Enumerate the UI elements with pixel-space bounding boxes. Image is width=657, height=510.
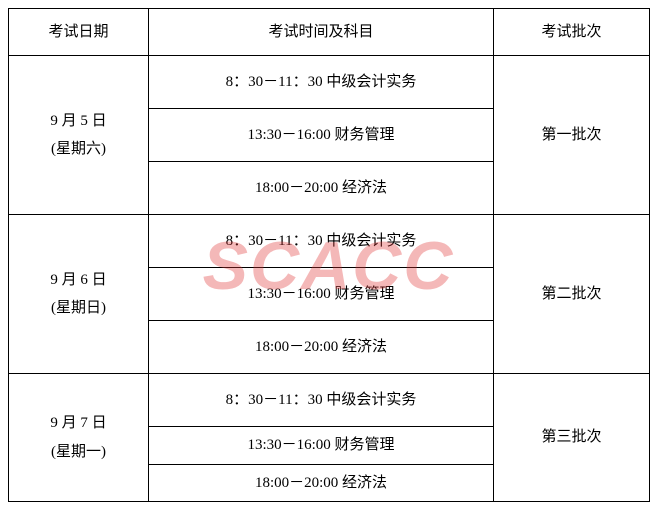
table-container: SCACC 考试日期 考试时间及科目 考试批次 9 月 5 日 (星期六) 8：…: [8, 8, 649, 502]
date-line1: 9 月 5 日: [50, 113, 106, 129]
date-line1: 9 月 7 日: [50, 415, 106, 431]
table-row: 9 月 7 日 (星期一) 8：30－11：30 中级会计实务 第三批次: [9, 374, 650, 427]
batch-cell: 第二批次: [494, 215, 650, 374]
table-row: 9 月 5 日 (星期六) 8：30－11：30 中级会计实务 第一批次: [9, 56, 650, 109]
slot-cell: 13:30－16:00 财务管理: [149, 427, 494, 465]
date-cell: 9 月 7 日 (星期一): [9, 374, 149, 502]
exam-schedule-table: 考试日期 考试时间及科目 考试批次 9 月 5 日 (星期六) 8：30－11：…: [8, 8, 650, 502]
batch-cell: 第三批次: [494, 374, 650, 502]
slot-cell: 8：30－11：30 中级会计实务: [149, 374, 494, 427]
header-time-subject: 考试时间及科目: [149, 9, 494, 56]
slot-cell: 18:00－20:00 经济法: [149, 464, 494, 502]
slot-cell: 13:30－16:00 财务管理: [149, 109, 494, 162]
table-header-row: 考试日期 考试时间及科目 考试批次: [9, 9, 650, 56]
header-batch: 考试批次: [494, 9, 650, 56]
date-line1: 9 月 6 日: [50, 272, 106, 288]
batch-cell: 第一批次: [494, 56, 650, 215]
date-cell: 9 月 5 日 (星期六): [9, 56, 149, 215]
date-line2: (星期一): [51, 444, 106, 460]
slot-cell: 8：30－11：30 中级会计实务: [149, 56, 494, 109]
header-date: 考试日期: [9, 9, 149, 56]
table-row: 9 月 6 日 (星期日) 8：30－11：30 中级会计实务 第二批次: [9, 215, 650, 268]
slot-cell: 13:30－16:00 财务管理: [149, 268, 494, 321]
date-line2: (星期日): [51, 300, 106, 316]
slot-cell: 18:00－20:00 经济法: [149, 321, 494, 374]
slot-cell: 8：30－11：30 中级会计实务: [149, 215, 494, 268]
slot-cell: 18:00－20:00 经济法: [149, 162, 494, 215]
date-cell: 9 月 6 日 (星期日): [9, 215, 149, 374]
date-line2: (星期六): [51, 141, 106, 157]
